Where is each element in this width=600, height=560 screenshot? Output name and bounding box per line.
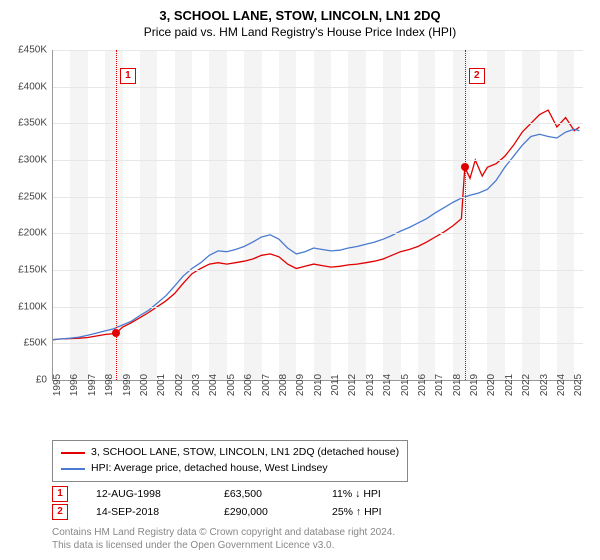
footer: Contains HM Land Registry data © Crown c… (52, 526, 395, 552)
x-tick-label: 2011 (330, 374, 341, 396)
y-tick-label: £0 (2, 375, 47, 386)
footer-line-2: This data is licensed under the Open Gov… (52, 539, 395, 552)
footer-line-1: Contains HM Land Registry data © Crown c… (52, 526, 395, 539)
x-tick-label: 1996 (69, 374, 80, 396)
chart-area: 12 £0£50K£100K£150K£200K£250K£300K£350K£… (52, 50, 582, 410)
sale-marker-dot (112, 329, 120, 337)
x-tick-label: 2008 (278, 374, 289, 396)
y-tick-label: £300K (2, 155, 47, 166)
legend: 3, SCHOOL LANE, STOW, LINCOLN, LN1 2DQ (… (52, 440, 408, 482)
chart-title: 3, SCHOOL LANE, STOW, LINCOLN, LN1 2DQ (0, 8, 600, 25)
x-tick-label: 2012 (347, 374, 358, 396)
legend-label: HPI: Average price, detached house, West… (91, 461, 328, 477)
x-tick-label: 2025 (573, 374, 584, 396)
sale-date: 12-AUG-1998 (96, 488, 196, 500)
y-gridline (53, 233, 583, 234)
line-series-svg (53, 50, 583, 380)
x-tick-label: 2001 (156, 374, 167, 396)
x-tick-label: 2006 (243, 374, 254, 396)
y-gridline (53, 50, 583, 51)
sale-row: 2 14-SEP-2018 £290,000 25% ↑ HPI (52, 503, 410, 521)
sale-row-marker: 1 (52, 486, 68, 502)
sale-marker-dot (461, 163, 469, 171)
y-gridline (53, 197, 583, 198)
x-tick-label: 2005 (226, 374, 237, 396)
legend-row: 3, SCHOOL LANE, STOW, LINCOLN, LN1 2DQ (… (61, 445, 399, 461)
x-tick-label: 2023 (539, 374, 550, 396)
y-tick-label: £200K (2, 228, 47, 239)
y-tick-label: £450K (2, 45, 47, 56)
sales-table: 1 12-AUG-1998 £63,500 11% ↓ HPI 2 14-SEP-2018… (52, 485, 410, 521)
x-tick-label: 2007 (261, 374, 272, 396)
sale-delta: 25% ↑ HPI (332, 506, 382, 518)
sale-row-marker: 2 (52, 504, 68, 520)
x-tick-label: 1997 (87, 374, 98, 396)
title-block: 3, SCHOOL LANE, STOW, LINCOLN, LN1 2DQ P… (0, 0, 600, 40)
y-gridline (53, 160, 583, 161)
series-line-price_paid (53, 110, 580, 340)
y-tick-label: £150K (2, 265, 47, 276)
x-tick-label: 1999 (122, 374, 133, 396)
sale-date: 14-SEP-2018 (96, 506, 196, 518)
chart-container: 3, SCHOOL LANE, STOW, LINCOLN, LN1 2DQ P… (0, 0, 600, 560)
y-gridline (53, 270, 583, 271)
x-tick-label: 2014 (382, 374, 393, 396)
x-tick-label: 2021 (504, 374, 515, 396)
x-tick-label: 2022 (521, 374, 532, 396)
x-tick-label: 2004 (208, 374, 219, 396)
x-tick-label: 2000 (139, 374, 150, 396)
legend-label: 3, SCHOOL LANE, STOW, LINCOLN, LN1 2DQ (… (91, 445, 399, 461)
x-tick-label: 2015 (400, 374, 411, 396)
sale-marker-box: 2 (469, 68, 485, 84)
sale-marker-line (465, 50, 466, 380)
legend-row: HPI: Average price, detached house, West… (61, 461, 399, 477)
y-tick-label: £50K (2, 338, 47, 349)
sale-price: £290,000 (224, 506, 304, 518)
legend-swatch (61, 468, 85, 470)
x-tick-label: 1995 (52, 374, 63, 396)
y-tick-label: £400K (2, 81, 47, 92)
x-tick-label: 2002 (174, 374, 185, 396)
x-tick-label: 2016 (417, 374, 428, 396)
sale-delta: 11% ↓ HPI (332, 488, 381, 500)
sale-price: £63,500 (224, 488, 304, 500)
x-tick-label: 2010 (313, 374, 324, 396)
x-tick-label: 2024 (556, 374, 567, 396)
y-tick-label: £350K (2, 118, 47, 129)
x-tick-label: 2020 (486, 374, 497, 396)
legend-swatch (61, 452, 85, 454)
y-gridline (53, 343, 583, 344)
x-tick-label: 2009 (295, 374, 306, 396)
x-tick-label: 2018 (452, 374, 463, 396)
x-tick-label: 2003 (191, 374, 202, 396)
y-tick-label: £250K (2, 191, 47, 202)
chart-subtitle: Price paid vs. HM Land Registry's House … (0, 25, 600, 41)
sale-marker-box: 1 (120, 68, 136, 84)
sale-row: 1 12-AUG-1998 £63,500 11% ↓ HPI (52, 485, 410, 503)
x-tick-label: 2019 (469, 374, 480, 396)
x-tick-label: 2013 (365, 374, 376, 396)
x-tick-label: 1998 (104, 374, 115, 396)
y-gridline (53, 123, 583, 124)
plot-region: 12 (52, 50, 583, 381)
y-tick-label: £100K (2, 301, 47, 312)
y-gridline (53, 307, 583, 308)
y-gridline (53, 87, 583, 88)
x-tick-label: 2017 (434, 374, 445, 396)
